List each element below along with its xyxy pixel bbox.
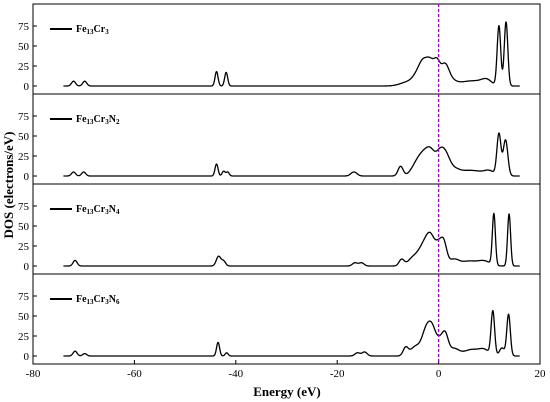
legend-subscript: 3: [105, 208, 109, 216]
legend-element: Cr: [94, 24, 106, 35]
legend-element: N: [109, 204, 117, 215]
y-tick-label: 75: [18, 111, 30, 123]
dos-curve-1: [63, 21, 521, 87]
y-tick-label: 25: [18, 331, 30, 343]
y-tick-label: 50: [18, 41, 30, 53]
legend-element: N: [109, 294, 117, 305]
x-axis-title: Energy (eV): [253, 384, 321, 399]
y-tick-label: 75: [18, 21, 30, 33]
y-tick-label: 75: [18, 201, 30, 213]
legend-subscript: 3: [105, 28, 109, 36]
legend-subscript: 6: [116, 298, 120, 306]
x-tick-label: 20: [535, 368, 547, 380]
panel-2: 0 25 50 75 Fe13Cr3N2: [18, 111, 521, 183]
panel-3: 0 25 50 75 Fe13Cr3N4: [18, 201, 521, 273]
dos-curve-2: [63, 132, 521, 177]
legend-element: Cr: [94, 114, 106, 125]
y-tick-label: 50: [18, 311, 30, 323]
legend-subscript: 2: [116, 118, 120, 126]
y-tick-label: 75: [18, 291, 30, 303]
plot-frame: [32, 3, 541, 365]
legend-subscript: 3: [105, 118, 109, 126]
legend-element: N: [109, 114, 117, 125]
legend-label: Fe13Cr3N6: [76, 294, 120, 306]
panel-1: 0 25 50 75 Fe13Cr3: [18, 21, 521, 93]
y-tick-label: 0: [24, 81, 30, 93]
legend-subscript: 13: [87, 208, 95, 216]
legend-element: Fe: [76, 294, 87, 305]
y-tick-label: 25: [18, 151, 30, 163]
legend-element: Fe: [76, 114, 87, 125]
x-tick-label: -80: [26, 368, 41, 380]
axes: -80 -60 -40 -20 0 20: [26, 3, 547, 380]
legend-subscript: 3: [105, 298, 109, 306]
x-tick-label: -40: [228, 368, 243, 380]
legend-element: Cr: [94, 294, 106, 305]
y-tick-label: 25: [18, 61, 30, 73]
dos-curve-4: [63, 309, 521, 357]
legend-subscript: 4: [116, 208, 120, 216]
legend-subscript: 13: [87, 298, 95, 306]
x-tick-label: 0: [436, 368, 442, 380]
legend-element: Fe: [76, 24, 87, 35]
x-tick-label: -60: [127, 368, 142, 380]
y-tick-label: 50: [18, 131, 30, 143]
y-tick-label: 0: [24, 171, 30, 183]
panel-4: 0 25 50 75 Fe13Cr3N6: [18, 291, 521, 363]
legend-label: Fe13Cr3N2: [76, 114, 120, 126]
legend-label: Fe13Cr3N4: [76, 204, 120, 216]
y-tick-label: 0: [24, 351, 30, 363]
legend-subscript: 13: [87, 28, 95, 36]
y-tick-label: 0: [24, 261, 30, 273]
legend-element: Cr: [94, 204, 106, 215]
y-axis-title: DOS (electrons/eV): [1, 132, 16, 239]
legend-label: Fe13Cr3: [76, 24, 109, 36]
y-tick-label: 25: [18, 241, 30, 253]
legend-element: Fe: [76, 204, 87, 215]
legend-subscript: 13: [87, 118, 95, 126]
y-tick-label: 50: [18, 221, 30, 233]
x-tick-label: -20: [330, 368, 345, 380]
dos-curve-3: [63, 212, 521, 267]
